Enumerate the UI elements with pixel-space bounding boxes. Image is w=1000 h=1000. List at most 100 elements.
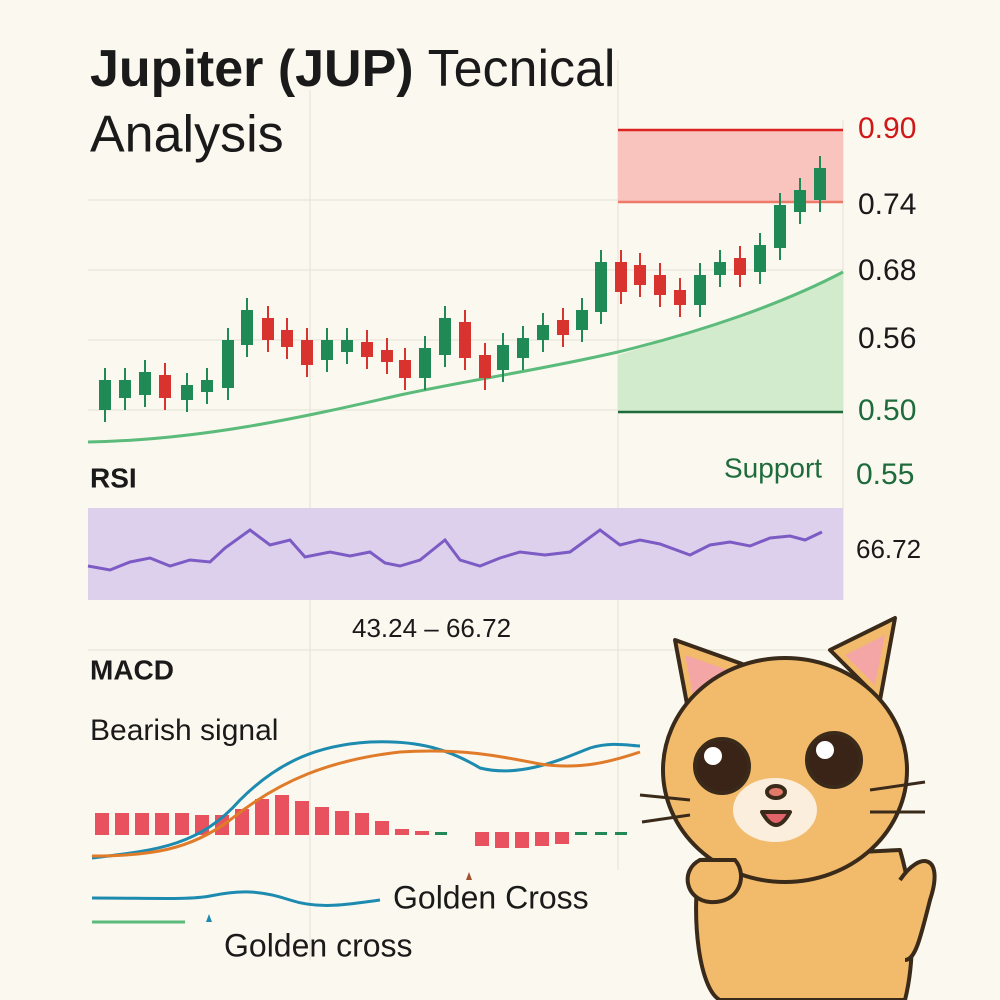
cat-whiskers [639, 780, 926, 824]
candle-body [814, 168, 826, 200]
cat-eye [693, 737, 751, 795]
candle-body [341, 340, 353, 352]
candle-body [497, 345, 509, 370]
macd-label: MACD [90, 654, 174, 685]
histogram-bar [355, 813, 369, 835]
cat-head [661, 656, 909, 884]
histogram-bar [415, 831, 429, 835]
candle-body [262, 318, 274, 340]
histogram-bar [475, 832, 489, 846]
price-label: 0.74 [858, 188, 916, 221]
histogram-bar [575, 832, 587, 835]
histogram-bar [175, 813, 189, 835]
candle-body [399, 360, 411, 378]
price-label: 0.50 [858, 394, 916, 427]
histogram-bar [535, 832, 549, 846]
candles [99, 156, 826, 422]
histogram-bar [95, 813, 109, 835]
title-bold: Jupiter (JUP) [90, 40, 414, 98]
candle-body [674, 290, 686, 305]
price-label: 0.90 [858, 112, 916, 145]
candle-body [301, 340, 313, 365]
histogram-bar [235, 809, 249, 835]
price-label: 0.56 [858, 322, 916, 355]
histogram-bar [275, 795, 289, 835]
signal-line [91, 749, 641, 858]
histogram-bar [155, 813, 169, 835]
cat-nose [765, 784, 787, 800]
histogram-bar [555, 832, 569, 844]
candle-body [241, 310, 253, 345]
support-label: Support [724, 452, 822, 483]
cat-mouth [760, 810, 792, 827]
rsi-current: 66.72 [856, 534, 921, 564]
cat-eye [805, 731, 863, 789]
annotation: Golden Cross [393, 879, 589, 915]
histogram-bar [435, 832, 447, 835]
rsi-label: RSI [90, 462, 137, 493]
candle-body [714, 262, 726, 275]
indicator-line [91, 890, 381, 907]
cat-eye-shine [704, 747, 722, 765]
candle-body [281, 330, 293, 347]
rsi-band [88, 508, 843, 600]
candle-body [595, 262, 607, 312]
candle-body [615, 262, 627, 292]
histogram-bar [515, 832, 529, 848]
histogram-bar [595, 832, 607, 835]
macd-histogram [95, 795, 627, 848]
annotation: Golden cross [224, 927, 413, 963]
cat-tail [898, 859, 937, 962]
resistance-zone [618, 130, 843, 202]
candle-body [694, 275, 706, 305]
candle-body [517, 338, 529, 358]
rsi-range: 43.24 – 66.72 [352, 613, 511, 643]
candle-body [201, 380, 213, 392]
title: Jupiter (JUP) Tecnical [90, 40, 615, 98]
cat-eye-shine [816, 741, 834, 759]
moving-average [87, 270, 844, 444]
candle-body [794, 190, 806, 212]
histogram-bar [375, 821, 389, 835]
macd-signal: Bearish signal [90, 714, 278, 747]
histogram-bar [115, 813, 129, 835]
candle-body [537, 325, 549, 340]
title-rest: Tecnical [428, 40, 616, 98]
price-label: 0.68 [858, 254, 916, 287]
candle-body [321, 340, 333, 360]
cat-paw [685, 858, 743, 905]
candle-body [119, 380, 131, 398]
support-zone [618, 272, 843, 412]
candle-body [634, 265, 646, 285]
candle-body [774, 205, 786, 248]
candle-body [459, 322, 471, 358]
histogram-bar [495, 832, 509, 848]
candle-body [754, 245, 766, 272]
histogram-bar [315, 807, 329, 835]
candle-body [557, 320, 569, 335]
marker [466, 872, 472, 880]
candle-body [361, 342, 373, 357]
histogram-bar [615, 832, 627, 835]
histogram-bar [295, 801, 309, 835]
candle-body [222, 340, 234, 388]
candle-body [381, 350, 393, 362]
histogram-bar [255, 799, 269, 835]
support-value: 0.55 [856, 458, 914, 491]
cat-ear-inner [845, 635, 885, 685]
histogram-bar [335, 811, 349, 835]
candle-body [734, 258, 746, 275]
rsi-line [87, 528, 823, 572]
candle-body [419, 348, 431, 378]
candle-body [99, 380, 111, 410]
macd-line [91, 740, 641, 860]
histogram-bar [395, 829, 409, 835]
candle-body [159, 375, 171, 398]
candle-body [139, 372, 151, 395]
title-line2: Analysis [90, 106, 284, 164]
marker [206, 914, 212, 922]
cat [639, 616, 937, 1000]
candle-body [654, 275, 666, 295]
candle-body [576, 310, 588, 330]
